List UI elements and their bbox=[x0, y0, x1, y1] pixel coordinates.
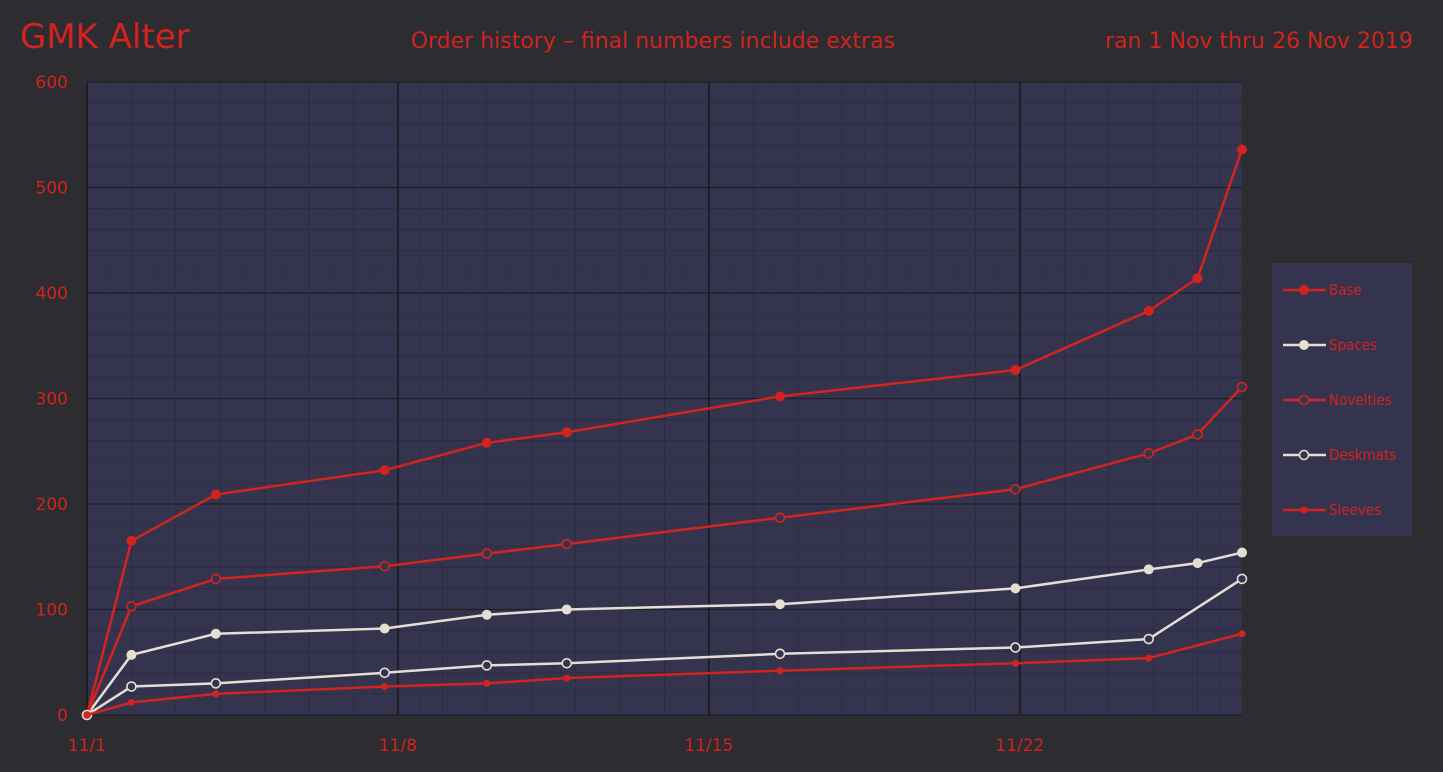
data-point bbox=[212, 690, 220, 698]
data-point bbox=[126, 535, 137, 546]
data-point bbox=[1143, 448, 1155, 459]
data-point bbox=[561, 604, 572, 615]
data-point bbox=[1011, 659, 1019, 667]
date-range: ran 1 Nov thru 26 Nov 2019 bbox=[1105, 29, 1413, 54]
data-point bbox=[210, 678, 222, 689]
series-line bbox=[86, 577, 1243, 717]
legend-label: Novelties bbox=[1329, 391, 1392, 409]
legend-label: Base bbox=[1329, 281, 1362, 299]
legend-item-spaces: Spaces bbox=[1283, 336, 1377, 354]
data-point bbox=[210, 573, 222, 585]
data-point bbox=[561, 427, 572, 438]
data-point bbox=[1237, 144, 1247, 155]
data-point bbox=[561, 538, 573, 550]
data-point bbox=[127, 698, 135, 706]
data-point bbox=[210, 628, 221, 639]
y-axis: 0 100 200 300 400 500 600 bbox=[36, 73, 68, 726]
series-novelties bbox=[81, 381, 1248, 721]
data-point bbox=[381, 683, 389, 691]
legend-item-novelties: Novelties bbox=[1283, 391, 1392, 409]
data-point bbox=[1236, 573, 1248, 585]
data-point bbox=[1143, 633, 1155, 645]
data-point bbox=[776, 667, 784, 675]
data-point bbox=[1299, 285, 1309, 295]
data-point bbox=[481, 660, 493, 671]
x-tick-label: 11/22 bbox=[995, 736, 1044, 756]
y-tick-label: 0 bbox=[57, 706, 68, 726]
data-point bbox=[1300, 506, 1308, 514]
series-sleeves bbox=[83, 630, 1246, 719]
data-point bbox=[563, 674, 571, 682]
y-tick-label: 600 bbox=[36, 73, 68, 93]
data-point bbox=[775, 599, 785, 610]
series-line bbox=[86, 632, 1243, 717]
legend-label: Sleeves bbox=[1329, 501, 1381, 519]
legend-label: Deskmats bbox=[1329, 446, 1396, 464]
data-point bbox=[1192, 429, 1203, 440]
data-point bbox=[1238, 630, 1246, 638]
data-point bbox=[483, 679, 491, 687]
y-tick-label: 400 bbox=[36, 284, 68, 304]
data-point bbox=[1192, 558, 1203, 569]
data-point bbox=[1298, 449, 1310, 461]
data-point bbox=[379, 667, 390, 679]
y-tick-label: 100 bbox=[36, 601, 68, 621]
data-point bbox=[1143, 564, 1154, 575]
data-point bbox=[775, 391, 785, 402]
legend-item-base: Base bbox=[1283, 281, 1362, 299]
data-point bbox=[126, 649, 137, 660]
data-point bbox=[561, 658, 573, 669]
data-point bbox=[1236, 381, 1248, 393]
data-point bbox=[1010, 583, 1021, 594]
data-point bbox=[481, 609, 492, 620]
x-tick-label: 11/1 bbox=[68, 736, 106, 756]
data-point bbox=[379, 560, 390, 572]
data-point bbox=[379, 623, 390, 634]
data-point bbox=[1010, 483, 1021, 495]
x-tick-label: 11/8 bbox=[379, 736, 417, 756]
data-point bbox=[481, 548, 493, 559]
legend-item-deskmats: Deskmats bbox=[1283, 446, 1396, 464]
data-point bbox=[1145, 654, 1153, 662]
legend-items: Base Spaces Novelties Deskmats Sleeves bbox=[1283, 281, 1396, 519]
y-tick-label: 500 bbox=[36, 179, 68, 199]
brand-title: GMK Alter bbox=[20, 17, 190, 57]
data-point bbox=[210, 489, 221, 500]
data-point bbox=[1010, 365, 1021, 376]
grid bbox=[86, 81, 1243, 716]
data-point bbox=[379, 465, 390, 476]
x-tick-label: 11/15 bbox=[684, 736, 733, 756]
legend-item-sleeves: Sleeves bbox=[1283, 501, 1381, 519]
data-point bbox=[1143, 305, 1154, 316]
y-tick-label: 200 bbox=[36, 495, 68, 515]
data-point bbox=[1192, 273, 1203, 284]
x-axis: 11/1 11/8 11/15 11/22 bbox=[68, 736, 1044, 756]
data-point bbox=[774, 512, 786, 524]
chart-title: Order history – final numbers include ex… bbox=[411, 29, 895, 54]
data-point bbox=[481, 437, 492, 448]
series-layer bbox=[81, 144, 1248, 721]
data-point bbox=[1237, 547, 1247, 558]
series-spaces bbox=[82, 547, 1247, 720]
data-point bbox=[774, 648, 786, 660]
data-point bbox=[83, 711, 91, 719]
y-tick-label: 300 bbox=[36, 390, 68, 410]
data-point bbox=[126, 601, 137, 612]
series-base bbox=[82, 144, 1247, 720]
data-point bbox=[126, 681, 137, 692]
legend-label: Spaces bbox=[1329, 336, 1377, 354]
data-point bbox=[1010, 642, 1021, 653]
data-point bbox=[1298, 394, 1310, 406]
data-point bbox=[1299, 340, 1309, 350]
